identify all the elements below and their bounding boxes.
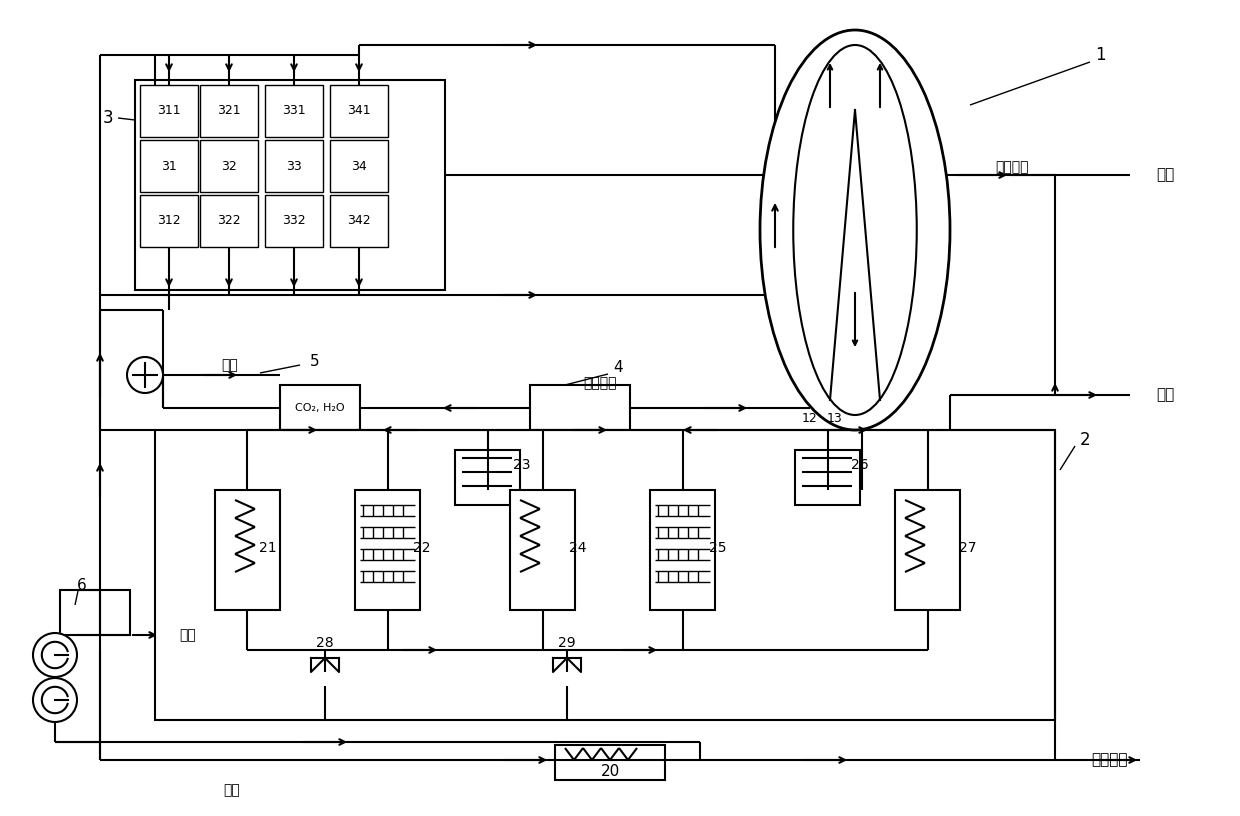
Bar	[200, 85, 258, 137]
Bar	[330, 195, 388, 247]
Text: 4: 4	[614, 361, 622, 375]
Bar	[455, 450, 520, 505]
Text: 洁净空气: 洁净空气	[994, 160, 1028, 174]
Bar	[60, 590, 130, 635]
Text: 排放: 排放	[1156, 167, 1174, 183]
Text: 新风: 新风	[180, 628, 196, 642]
Bar	[556, 745, 665, 780]
Bar	[140, 140, 198, 192]
Ellipse shape	[760, 30, 950, 430]
Bar	[200, 140, 258, 192]
Text: 5: 5	[310, 354, 320, 370]
Text: 34: 34	[351, 159, 367, 172]
Text: 341: 341	[347, 104, 371, 118]
Text: 29: 29	[558, 636, 575, 650]
Text: 26: 26	[851, 458, 869, 472]
Bar	[330, 85, 388, 137]
Text: CO₂, H₂O: CO₂, H₂O	[295, 403, 345, 413]
Text: 23: 23	[513, 458, 531, 472]
Bar	[510, 490, 575, 610]
Bar	[529, 385, 630, 430]
Bar	[265, 195, 322, 247]
Ellipse shape	[794, 45, 916, 415]
Bar	[650, 490, 715, 610]
Text: 新风: 新风	[223, 783, 241, 797]
Text: 1: 1	[1095, 46, 1105, 64]
Text: 342: 342	[347, 215, 371, 228]
Bar	[330, 140, 388, 192]
Text: 311: 311	[157, 104, 181, 118]
Text: 27: 27	[960, 541, 977, 555]
Text: 6: 6	[77, 578, 87, 592]
Text: 12: 12	[802, 411, 818, 424]
Text: 排放: 排放	[1156, 388, 1174, 402]
Text: 22: 22	[413, 541, 430, 555]
Text: 3: 3	[103, 109, 113, 127]
Text: 31: 31	[161, 159, 177, 172]
Bar	[355, 490, 420, 610]
Polygon shape	[553, 658, 567, 672]
Circle shape	[126, 357, 162, 393]
Polygon shape	[311, 658, 325, 672]
Text: 2: 2	[1080, 431, 1090, 449]
Polygon shape	[325, 658, 339, 672]
Bar	[265, 140, 322, 192]
Bar	[140, 195, 198, 247]
Text: 321: 321	[217, 104, 241, 118]
Text: 21: 21	[259, 541, 277, 555]
Text: 25: 25	[709, 541, 727, 555]
Text: 13: 13	[827, 411, 843, 424]
Text: 20: 20	[600, 765, 620, 779]
Text: 322: 322	[217, 215, 241, 228]
Text: 11: 11	[844, 241, 866, 259]
Bar	[795, 450, 861, 505]
Text: 新风: 新风	[222, 358, 238, 372]
Text: 24: 24	[569, 541, 587, 555]
Bar	[155, 430, 1055, 720]
Text: 浓缩废气: 浓缩废气	[583, 376, 616, 390]
Text: 32: 32	[221, 159, 237, 172]
Bar	[135, 80, 445, 290]
Circle shape	[33, 678, 77, 722]
Text: 331: 331	[283, 104, 306, 118]
Bar	[265, 85, 322, 137]
Bar	[200, 195, 258, 247]
Polygon shape	[567, 658, 582, 672]
Bar	[215, 490, 280, 610]
Bar	[140, 85, 198, 137]
Text: 28: 28	[316, 636, 334, 650]
Text: 高空排放: 高空排放	[1091, 752, 1128, 768]
Bar	[895, 490, 960, 610]
Bar	[280, 385, 360, 430]
Text: 33: 33	[286, 159, 301, 172]
Circle shape	[33, 633, 77, 677]
Text: 332: 332	[283, 215, 306, 228]
Text: 312: 312	[157, 215, 181, 228]
